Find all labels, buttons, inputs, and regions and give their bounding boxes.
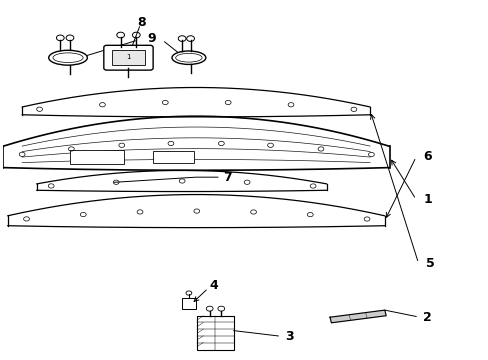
Ellipse shape: [49, 50, 87, 65]
Text: 1: 1: [423, 193, 431, 206]
Text: 2: 2: [423, 311, 431, 324]
FancyBboxPatch shape: [197, 316, 233, 350]
FancyBboxPatch shape: [103, 45, 153, 70]
Ellipse shape: [172, 51, 205, 64]
Ellipse shape: [175, 53, 202, 62]
FancyBboxPatch shape: [152, 151, 193, 163]
Text: 4: 4: [209, 279, 218, 292]
Text: 8: 8: [137, 16, 145, 29]
Polygon shape: [329, 310, 386, 323]
Text: 1: 1: [126, 54, 130, 60]
Text: 7: 7: [223, 171, 231, 184]
Text: 3: 3: [285, 330, 294, 343]
Ellipse shape: [53, 53, 83, 63]
Text: 6: 6: [423, 150, 431, 163]
Text: 5: 5: [425, 257, 434, 270]
FancyBboxPatch shape: [111, 50, 145, 65]
FancyBboxPatch shape: [182, 298, 195, 309]
Text: 9: 9: [147, 32, 156, 45]
FancyBboxPatch shape: [70, 150, 123, 164]
